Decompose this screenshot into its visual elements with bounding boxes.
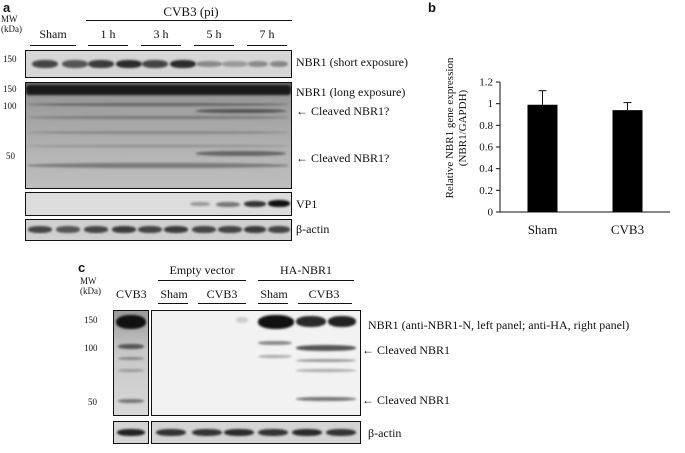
panel-a-lane-7h-line <box>247 45 287 46</box>
panel-c-lane-sham1: Sham <box>160 287 188 301</box>
panel-b-chart: 0 0.2 0.4 0.6 0.8 1 1.2 Sham CVB3 <box>479 77 670 237</box>
label-vp1: VP1 <box>296 197 318 211</box>
blot-nbr1-short <box>25 50 292 78</box>
bar-cvb3 <box>612 110 643 212</box>
panel-c-lane-sham1-line <box>158 303 188 304</box>
panel-a-lane-7h: 7 h <box>259 27 275 41</box>
y-tick-label: 0.2 <box>479 185 493 197</box>
y-tick-label: 0.8 <box>479 120 493 132</box>
label-actin-a: β-actin <box>296 222 330 236</box>
label-cleaved-nbr1-a2: ← Cleaved NBR1? <box>296 151 390 165</box>
y-tick-label: 1 <box>488 98 494 110</box>
panel-c-lane-cvb3a-line <box>198 303 246 304</box>
panel-a-lane-sham-line <box>30 45 76 46</box>
panel-a-lane-sham: Sham <box>39 27 67 41</box>
panel-c-group-ha: HA-NBR1 <box>279 263 332 277</box>
label-nbr1-long: NBR1 (long exposure) <box>296 85 406 99</box>
label-c-nbr1: NBR1 (anti-NBR1-N, left panel; anti-HA, … <box>368 318 630 332</box>
label-c-actin: β-actin <box>368 426 402 440</box>
panel-c-marker-100: 100 <box>84 343 98 353</box>
bar-sham <box>527 104 558 212</box>
panel-a-group-title: CVB3 (pi) <box>163 4 219 19</box>
panel-a-mw-label: MW (kDa) <box>1 14 22 34</box>
blot-vp1 <box>25 192 292 216</box>
label-c-cleaved1: ← Cleaved NBR1 <box>362 343 450 357</box>
blot-c-actin-right <box>151 421 361 444</box>
panel-c-group-empty: Empty vector <box>169 263 235 277</box>
blot-c-left <box>113 310 149 416</box>
panel-b-letter: b <box>428 0 436 15</box>
y-tick-label: 1.2 <box>479 77 493 89</box>
y-tick-label: 0.6 <box>479 142 493 154</box>
x-tick-label: CVB3 <box>611 222 644 237</box>
panel-a-marker-150b: 150 <box>3 84 17 94</box>
y-tick-label: 0 <box>488 207 494 219</box>
panel-a-lane-5h-line <box>194 45 234 46</box>
panel-c-left-lane: CVB3 <box>116 287 147 301</box>
x-tick-label: Sham <box>528 222 558 237</box>
panel-a-marker-100: 100 <box>3 101 17 111</box>
panel-a-marker-50: 50 <box>6 151 15 161</box>
blot-c-right <box>151 310 361 416</box>
panel-c-lane-sham2: Sham <box>260 287 288 301</box>
panel-a-lane-1h-line <box>88 45 128 46</box>
panel-c-lane-cvb3b-line <box>298 303 352 304</box>
label-nbr1-short: NBR1 (short exposure) <box>296 55 408 69</box>
panel-c-lane-cvb3a: CVB3 <box>206 287 238 301</box>
panel-a-lane-3h: 3 h <box>153 27 169 41</box>
panel-a-lane-1h: 1 h <box>100 27 116 41</box>
panel-a-lane-3h-line <box>141 45 181 46</box>
panel-a-letter: a <box>3 0 11 15</box>
blot-actin-a <box>25 219 292 241</box>
y-tick-label: 0.4 <box>479 163 493 175</box>
panel-a-lane-5h: 5 h <box>206 27 222 41</box>
panel-c-group-ha-line <box>258 280 354 281</box>
label-cleaved-nbr1-a1: ← Cleaved NBR1? <box>296 104 390 118</box>
panel-b-ylabel: Relative NBR1 gene expression (NBR1/GAPD… <box>444 57 469 199</box>
panel-c-lane-sham2-line <box>258 303 288 304</box>
panel-c-marker-150: 150 <box>84 315 98 325</box>
blot-nbr1-long <box>25 82 292 189</box>
panel-c-lane-cvb3b: CVB3 <box>308 287 340 301</box>
blot-c-actin-left <box>113 421 149 444</box>
panel-c-group-empty-line <box>158 280 246 281</box>
panel-a-marker-150a: 150 <box>3 54 17 64</box>
panel-c-marker-50: 50 <box>88 397 97 407</box>
panel-c-letter: c <box>78 260 86 275</box>
panel-c-mw-label: MW (kDa) <box>80 276 101 296</box>
label-c-cleaved2: ← Cleaved NBR1 <box>362 393 450 407</box>
panel-a-group-line <box>86 20 292 21</box>
